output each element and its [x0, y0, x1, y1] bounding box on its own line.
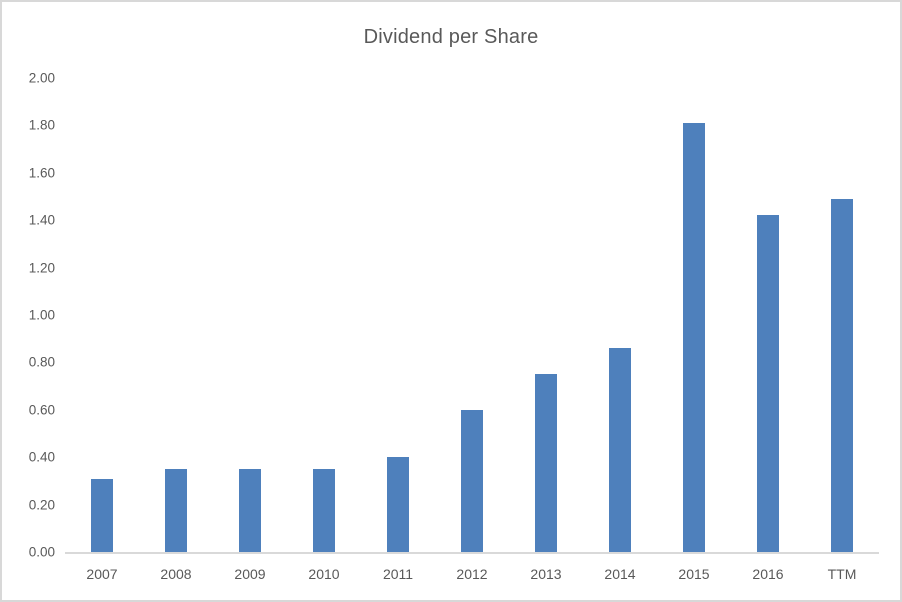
y-axis-tick-label: 0.60	[28, 402, 55, 418]
x-axis-line	[65, 552, 879, 554]
bar-2013	[535, 374, 557, 552]
x-axis-tick-label-2014: 2014	[604, 566, 636, 582]
bar-TTM	[831, 198, 853, 552]
bar-2014	[609, 348, 631, 552]
y-axis-tick-label: 0.20	[28, 497, 55, 513]
x-axis-tick-label-2016: 2016	[752, 566, 784, 582]
x-axis-tick-label-2009: 2009	[234, 566, 266, 582]
bar-2012	[461, 409, 483, 552]
y-axis-tick-label: 2.00	[28, 70, 55, 86]
y-axis-tick-label: 1.60	[28, 165, 55, 181]
x-axis-tick-label-2015: 2015	[678, 566, 710, 582]
y-axis-tick-label: 0.80	[28, 354, 55, 370]
bar-2007	[91, 478, 113, 552]
x-axis-tick-label-2011: 2011	[382, 566, 414, 582]
x-axis-tick-label-2007: 2007	[86, 566, 118, 582]
y-axis-tick-label: 1.40	[28, 212, 55, 228]
y-axis-tick-label: 1.20	[28, 260, 55, 276]
plot-area	[65, 78, 879, 554]
bar-2009	[239, 469, 261, 552]
x-axis-tick-label-2012: 2012	[456, 566, 488, 582]
x-axis-tick-label-TTM: TTM	[827, 566, 857, 582]
x-axis: 2007 2008 2009 2010 2011 2012 2013 2014 2015 2016…	[65, 566, 879, 590]
x-axis-tick-label-2013: 2013	[530, 566, 562, 582]
y-axis-tick-label: 0.00	[28, 544, 55, 560]
y-axis: 2.00 1.80 1.60 1.40 1.20 1.00 0.80 0.60 0.40 0.20…	[2, 71, 55, 560]
y-axis-tick-label: 0.40	[28, 449, 55, 465]
chart-title: Dividend per Share	[363, 26, 539, 48]
y-axis-tick-label: 1.00	[28, 307, 55, 323]
bar-2016	[757, 215, 779, 552]
x-axis-tick-label-2008: 2008	[160, 566, 192, 582]
bar-2015	[683, 123, 705, 552]
x-axis-tick-label-2010: 2010	[308, 566, 340, 582]
bar-2008	[165, 469, 187, 552]
y-axis-tick-label: 1.80	[28, 117, 55, 133]
bar-2010	[313, 469, 335, 552]
bar-2011	[387, 457, 409, 552]
